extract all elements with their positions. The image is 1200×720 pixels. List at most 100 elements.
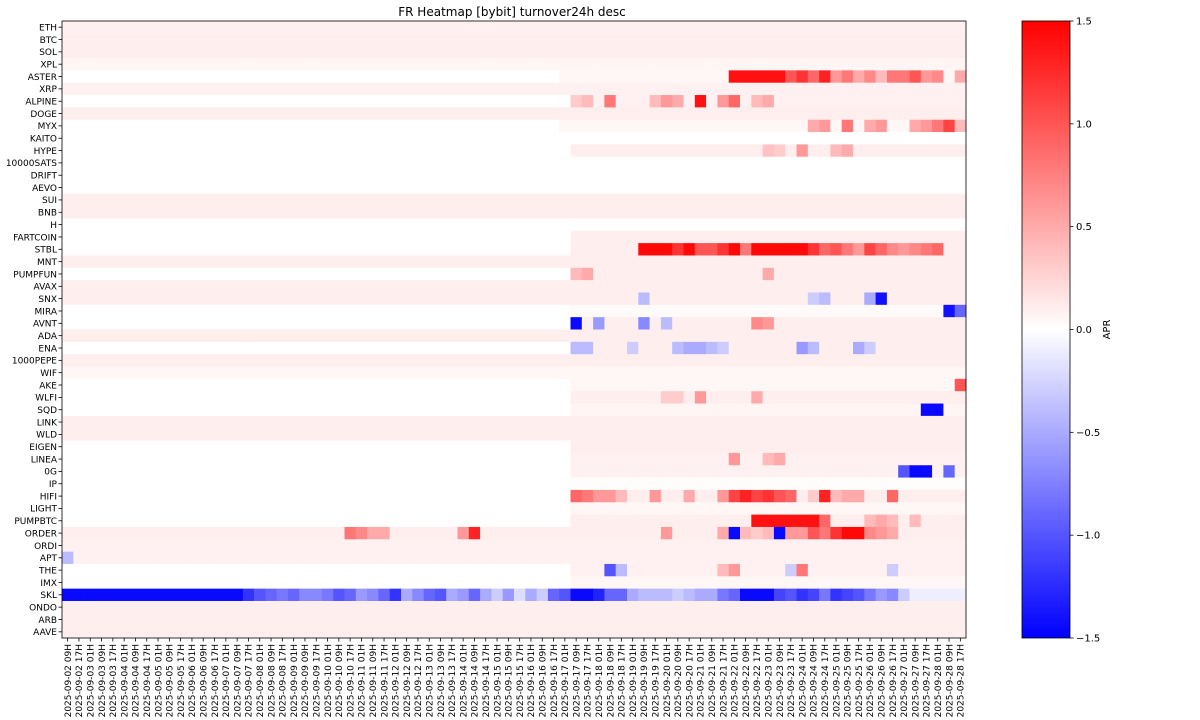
heatmap-cell (864, 304, 876, 318)
x-tick-label: 2025-09-16 17H (550, 644, 560, 717)
heatmap-cell (875, 218, 888, 232)
heatmap-cell (95, 366, 108, 380)
heatmap-cell (909, 317, 922, 330)
heatmap-cell (875, 576, 888, 589)
heatmap-cell (536, 502, 549, 515)
heatmap-cell (536, 452, 549, 466)
heatmap-cell (762, 489, 775, 503)
heatmap-cell (265, 45, 278, 59)
heatmap-cell (457, 107, 470, 121)
heatmap-cell (864, 403, 876, 417)
heatmap-cell (728, 33, 741, 47)
heatmap-cell (412, 378, 424, 392)
heatmap-cell (932, 169, 944, 182)
heatmap-cell (175, 366, 187, 380)
heatmap-cell (864, 415, 876, 429)
heatmap-cell (570, 255, 583, 269)
heatmap-cell (604, 378, 617, 392)
heatmap-cell (208, 428, 221, 441)
heatmap-cell (62, 452, 74, 466)
heatmap-cell (344, 21, 357, 34)
heatmap-cell (480, 502, 492, 515)
heatmap-cell (627, 21, 639, 34)
heatmap-cell (627, 415, 639, 429)
heatmap-cell (254, 292, 266, 306)
heatmap-cell (152, 95, 165, 108)
heatmap-cell (547, 218, 560, 232)
heatmap-cell (536, 489, 549, 503)
heatmap-cell (480, 156, 492, 170)
heatmap-cell (502, 144, 515, 158)
heatmap-cell (796, 292, 809, 306)
heatmap-cell (581, 255, 594, 269)
heatmap-cell (660, 280, 673, 293)
heatmap-cell (875, 452, 888, 466)
heatmap-cell (932, 600, 944, 614)
heatmap-cell (299, 526, 311, 540)
heatmap-cell (457, 132, 470, 145)
x-tick-label: 2025-09-18 09H (606, 644, 616, 717)
heatmap-cell (276, 452, 289, 466)
heatmap-cell (276, 280, 289, 293)
heatmap-cell (864, 539, 876, 552)
heatmap-cell (299, 600, 311, 614)
heatmap-cell (457, 588, 470, 602)
heatmap-cell (604, 477, 617, 491)
heatmap-cell (434, 465, 447, 478)
heatmap-cell (615, 280, 628, 293)
heatmap-cell (333, 292, 345, 306)
heatmap-cell (581, 600, 594, 614)
heatmap-cell (389, 625, 402, 639)
heatmap-cell (853, 181, 865, 195)
heatmap-cell (717, 230, 730, 244)
heatmap-cell (333, 539, 345, 552)
heatmap-cell (796, 354, 809, 367)
y-tick-label: SUI (42, 196, 57, 206)
heatmap-cell (423, 82, 436, 96)
heatmap-cell (853, 600, 865, 614)
heatmap-cell (141, 292, 153, 306)
heatmap-cell (434, 58, 447, 71)
colorbar-tick-label: −0.5 (1076, 428, 1100, 439)
heatmap-cell (457, 82, 470, 96)
heatmap-cell (242, 255, 255, 269)
heatmap-cell (129, 526, 142, 540)
heatmap-cell (627, 391, 639, 404)
heatmap-cell (163, 440, 176, 454)
heatmap-cell (740, 576, 752, 589)
heatmap-cell (514, 526, 526, 540)
heatmap-cell (276, 514, 289, 528)
heatmap-cell (943, 95, 956, 108)
heatmap-cell (288, 70, 300, 84)
heatmap-cell (841, 292, 854, 306)
heatmap-cell (446, 502, 458, 515)
heatmap-cell (118, 588, 131, 602)
heatmap-cell (864, 391, 876, 404)
heatmap-cell (638, 156, 650, 170)
heatmap-cell (853, 329, 865, 343)
heatmap-cell (502, 255, 515, 269)
heatmap-cell (762, 169, 775, 182)
heatmap-cell (728, 58, 741, 71)
heatmap-cell (593, 514, 605, 528)
heatmap-cell (242, 489, 255, 503)
heatmap-cell (423, 144, 436, 158)
x-tick-label: 2025-09-08 09H (267, 644, 277, 717)
heatmap-cell (502, 465, 515, 478)
heatmap-cell (129, 403, 142, 417)
heatmap-cell (593, 489, 605, 503)
heatmap-cell (344, 317, 357, 330)
heatmap-cell (446, 366, 458, 380)
heatmap-cell (84, 551, 97, 565)
heatmap-cell (208, 156, 221, 170)
heatmap-cell (152, 280, 165, 293)
heatmap-cell (299, 428, 311, 441)
heatmap-cell (321, 539, 334, 552)
heatmap-cell (276, 95, 289, 108)
heatmap-cell (62, 576, 74, 589)
heatmap-cell (118, 403, 131, 417)
heatmap-cell (898, 193, 910, 207)
heatmap-cell (615, 452, 628, 466)
heatmap-cell (378, 354, 391, 367)
heatmap-cell (367, 551, 379, 565)
